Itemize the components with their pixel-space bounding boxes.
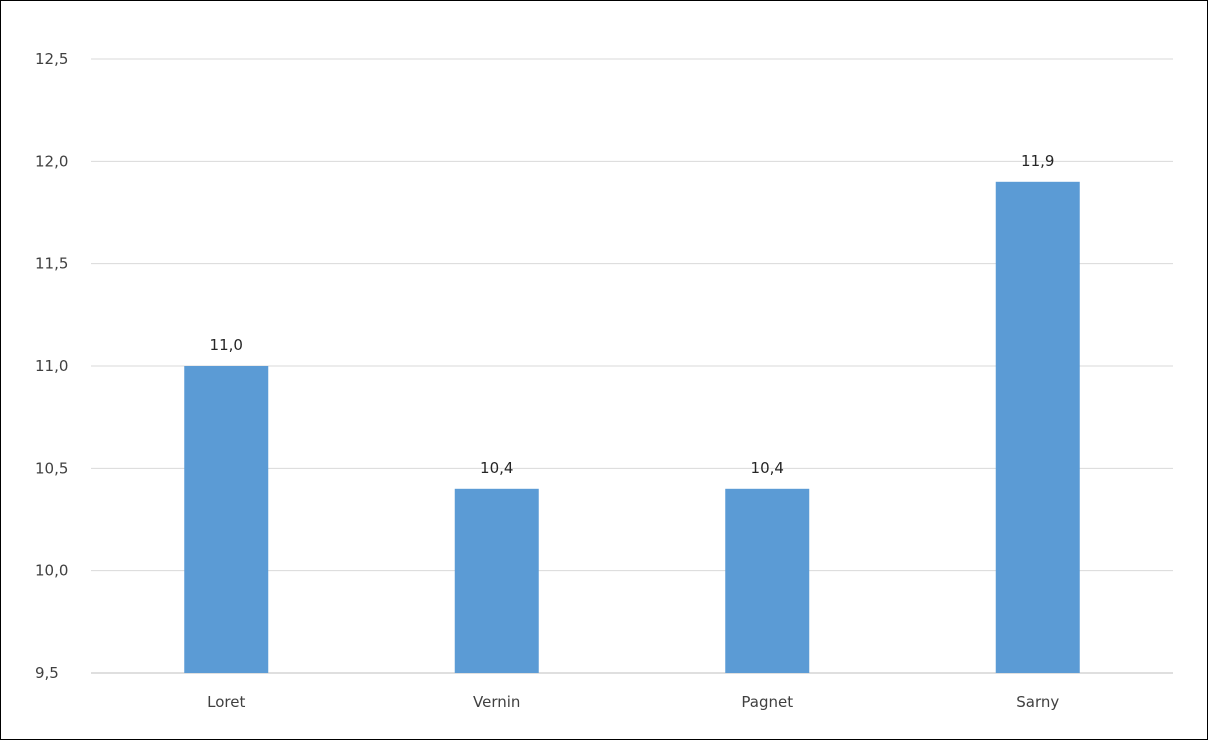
- category-label: Vernin: [473, 693, 520, 711]
- y-tick-label: 12,5: [35, 50, 68, 68]
- data-labels: 11,0 10,4 10,4 11,9: [210, 152, 1055, 477]
- bar: [725, 488, 810, 673]
- x-axis-category-labels: Loret Vernin Pagnet Sarny: [207, 693, 1059, 711]
- y-tick-label: 9,5: [35, 664, 59, 682]
- category-label: Sarny: [1016, 693, 1059, 711]
- y-tick-label: 11,5: [35, 255, 68, 273]
- bar: [454, 488, 539, 673]
- data-label: 10,4: [751, 459, 784, 477]
- data-label: 10,4: [480, 459, 513, 477]
- y-tick-label: 10,5: [35, 459, 68, 477]
- y-tick-label: 12,0: [35, 152, 68, 170]
- category-label: Pagnet: [741, 693, 793, 711]
- bars: [184, 181, 1080, 674]
- data-label: 11,0: [210, 336, 243, 354]
- y-tick-label: 11,0: [35, 357, 68, 375]
- bar: [184, 366, 269, 673]
- category-label: Loret: [207, 693, 245, 711]
- gridlines: [91, 58, 1173, 674]
- bar: [995, 181, 1080, 674]
- data-label: 11,9: [1021, 152, 1054, 170]
- y-tick-label: 10,0: [35, 562, 68, 580]
- y-axis-tick-labels: 9,5 10,0 10,5 11,0 11,5 12,0 12,5: [35, 50, 68, 682]
